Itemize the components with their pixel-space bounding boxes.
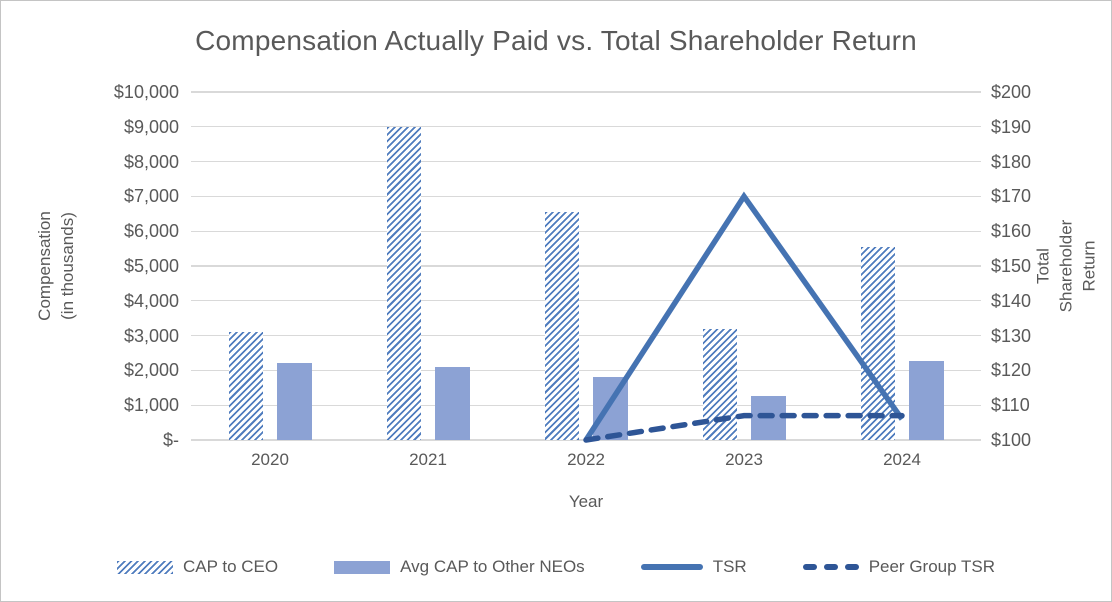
left-axis-tick-label: $9,000	[123, 116, 179, 137]
x-axis-tick-label: 2021	[409, 450, 447, 469]
dash-segment	[844, 564, 859, 570]
left-axis-tick-label: $5,000	[123, 256, 179, 276]
left-axis-tick-label: $1,000	[123, 395, 179, 416]
line-layer	[583, 191, 905, 443]
hatched-bar-swatch-icon	[117, 560, 173, 574]
right-axis-tick-label: $190	[991, 116, 1032, 137]
x-axis-tick-label: 2024	[883, 450, 921, 469]
dashed-line-swatch-icon	[802, 564, 859, 570]
solid-bar-swatch-icon	[334, 560, 391, 574]
gridline	[191, 195, 981, 198]
right-axis-tick-label: $110	[991, 395, 1030, 416]
right-axis-tick-label: $170	[991, 186, 1032, 207]
bar-avg-cap-to-other-neos-2021	[435, 366, 470, 440]
legend-item-peer-group-tsr: Peer Group TSR	[802, 557, 995, 577]
left-axis-tick-label: $3,000	[123, 325, 179, 346]
gridline	[191, 230, 981, 232]
left-axis-tick-label: $7,000	[123, 186, 179, 207]
legend: CAP to CEO Avg CAP to Other NEOs TSR Peer G…	[1, 552, 1111, 582]
bar-cap-to-ceo-2024	[861, 246, 895, 440]
bar-avg-cap-to-other-neos-2020	[277, 363, 312, 440]
gridline	[191, 91, 981, 93]
right-axis-tick-label: $100	[991, 430, 1032, 450]
legend-label: CAP to CEO	[183, 557, 279, 576]
x-axis-tick-label: 2022	[567, 450, 605, 469]
line-tsr	[583, 191, 905, 442]
legend-item-tsr: TSR	[640, 557, 747, 577]
right-axis-tick-label: $120	[991, 360, 1032, 381]
gridline	[191, 265, 981, 267]
gridline	[191, 161, 981, 163]
bar-cap-to-ceo-2020	[229, 332, 263, 440]
bar-cap-to-ceo-2022	[545, 212, 579, 440]
right-axis-tick-label: $180	[991, 151, 1032, 172]
legend-item-avg-cap-to-other-neos: Avg CAP to Other NEOs	[334, 557, 585, 577]
left-axis-tick-label: $10,000	[113, 82, 179, 102]
right-axis-tick-label: $130	[991, 325, 1032, 346]
legend-label: Avg CAP to Other NEOs	[400, 557, 585, 576]
gridline	[191, 126, 981, 128]
right-axis-tick-label: $140	[991, 290, 1032, 311]
bar-cap-to-ceo-2021	[387, 126, 421, 440]
legend-label: TSR	[712, 557, 747, 576]
gridline	[191, 369, 981, 372]
left-axis-tick-label: $6,000	[123, 221, 179, 242]
gridline	[191, 404, 981, 406]
bar-avg-cap-to-other-neos-2024	[909, 361, 944, 440]
right-axis-tick-label: $160	[991, 221, 1032, 242]
dash-segment	[823, 564, 838, 570]
chart-title: Compensation Actually Paid vs. Total Sha…	[195, 25, 917, 56]
left-axis-tick-label: $8,000	[123, 151, 179, 172]
x-axis-tick-label: 2023	[725, 450, 763, 469]
x-axis-tick-label: 2020	[251, 450, 289, 469]
gridline	[191, 300, 981, 302]
dash-segment	[802, 564, 817, 570]
left-axis-tick-label: $2,000	[123, 360, 179, 381]
solid-line-swatch-icon	[640, 564, 703, 570]
right-axis-tick-label: $200	[991, 82, 1032, 102]
left-axis-tick-label: $-	[162, 430, 179, 450]
right-axis-tick-label: $150	[991, 256, 1032, 276]
legend-label: Peer Group TSR	[868, 557, 995, 576]
gridline	[191, 335, 981, 337]
legend-item-cap-to-ceo: CAP to CEO	[117, 557, 278, 577]
x-axis-title: Year	[568, 492, 604, 511]
left-axis-tick-label: $4,000	[123, 290, 179, 311]
line-peer-group-tsr	[583, 412, 905, 443]
